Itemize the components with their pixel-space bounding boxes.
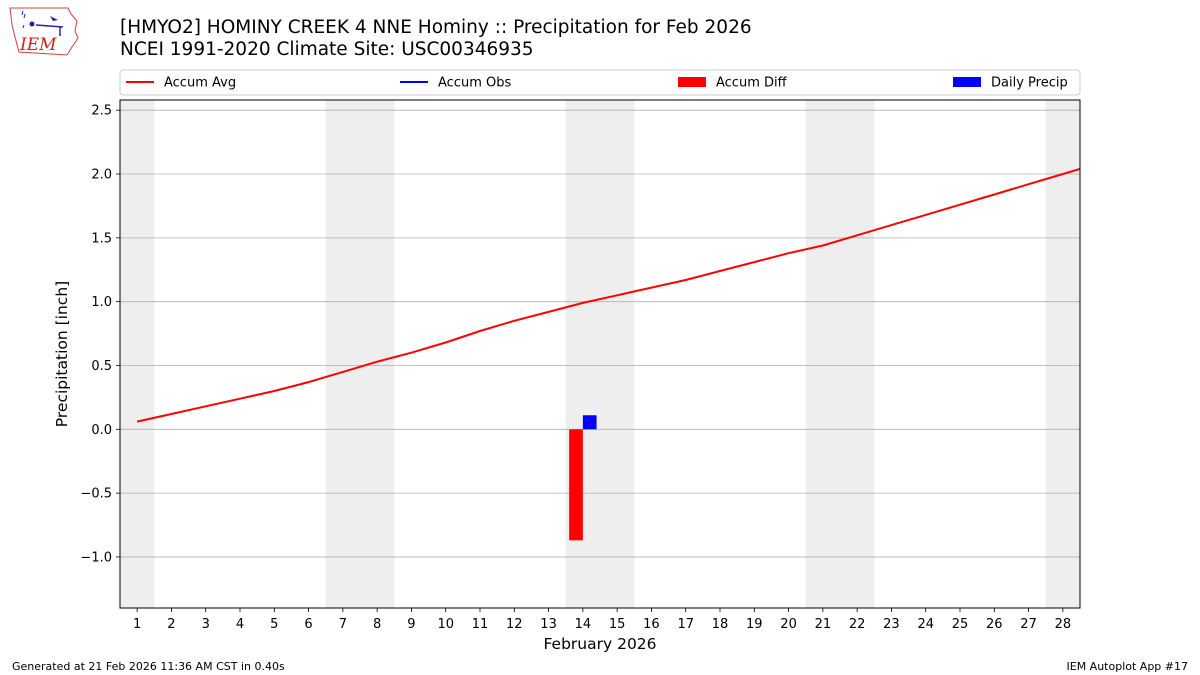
y-tick-label: 0.0 (91, 423, 112, 438)
x-tick-label: 18 (712, 617, 729, 632)
chart-subtitle: NCEI 1991-2020 Climate Site: USC00346935 (120, 39, 534, 60)
y-tick-label: 1.5 (91, 231, 112, 246)
plot-frame (119, 99, 1081, 609)
y-tick-label: 1.0 (91, 295, 112, 310)
x-tick-label: 16 (643, 617, 660, 632)
x-tick-label: 15 (609, 617, 626, 632)
logo-text: IEM (19, 35, 57, 55)
x-tick-label: 23 (883, 617, 900, 632)
daily-precip-bar (582, 415, 597, 430)
generated-timestamp: Generated at 21 Feb 2026 11:36 AM CST in… (12, 660, 285, 673)
weekend-band (325, 100, 395, 608)
y-axis-label: Precipitation [inch] (53, 281, 71, 427)
weekend-band (1045, 100, 1080, 608)
y-tick-label: 2.0 (91, 168, 112, 183)
x-tick-label: 4 (236, 617, 244, 632)
x-tick-label: 26 (986, 617, 1003, 632)
x-tick-label: 12 (506, 617, 523, 632)
wind-vane-pole (35, 24, 64, 28)
x-tick-label: 14 (575, 617, 592, 632)
sensor-dot (29, 21, 35, 27)
weekend-band (805, 100, 875, 608)
x-tick-label: 28 (1055, 617, 1072, 632)
legend-accum-diff-label: Accum Diff (716, 76, 788, 91)
x-tick-label: 17 (677, 617, 694, 632)
accum-avg-line (136, 167, 1081, 423)
x-tick-label: 22 (849, 617, 866, 632)
weekend-band (120, 100, 155, 608)
x-tick-label: 3 (202, 617, 210, 632)
app-credit: IEM Autoplot App #17 (1066, 660, 1189, 673)
x-tick-label: 2 (167, 617, 175, 632)
x-tick-label: 9 (407, 617, 415, 632)
legend-daily-precip-label: Daily Precip (991, 76, 1068, 91)
y-tick-label: −0.5 (80, 487, 112, 502)
legend-frame (119, 69, 1081, 96)
x-axis-label: February 2026 (543, 635, 656, 653)
x-tick-label: 21 (815, 617, 832, 632)
y-tick-label: 2.5 (91, 104, 112, 119)
x-tick-label: 13 (540, 617, 557, 632)
legend-daily-precip-swatch (953, 77, 981, 87)
iowa-outline (9, 7, 79, 56)
iem-logo: IEM (8, 5, 82, 59)
x-tick-label: 20 (780, 617, 797, 632)
wind-vane-tail (50, 16, 58, 21)
y-tick-label: 0.5 (91, 359, 112, 374)
x-tick-label: 8 (373, 617, 381, 632)
x-tick-label: 27 (1020, 617, 1037, 632)
x-tick-label: 5 (270, 617, 278, 632)
legend-accum-diff-swatch (678, 77, 706, 87)
chart-legend: Accum Avg Accum Obs Accum Diff Daily Precip (119, 69, 1081, 96)
chart-title: [HMYO2] HOMINY CREEK 4 NNE Hominy :: Pre… (120, 17, 752, 38)
x-tick-label: 11 (472, 617, 489, 632)
x-tick-label: 6 (304, 617, 312, 632)
rain-drops (21, 10, 26, 29)
x-tick-label: 25 (952, 617, 969, 632)
x-tick-label: 24 (917, 617, 934, 632)
legend-accum-avg-label: Accum Avg (164, 76, 236, 91)
y-tick-label: −1.0 (80, 550, 112, 565)
accum-diff-bar (569, 429, 583, 541)
x-tick-label: 10 (437, 617, 454, 632)
x-tick-label: 1 (133, 617, 141, 632)
x-tick-label: 7 (339, 617, 347, 632)
x-tick-label: 19 (746, 617, 763, 632)
legend-accum-obs-label: Accum Obs (438, 76, 511, 91)
chart-title-block: [HMYO2] HOMINY CREEK 4 NNE Hominy :: Pre… (120, 17, 752, 61)
